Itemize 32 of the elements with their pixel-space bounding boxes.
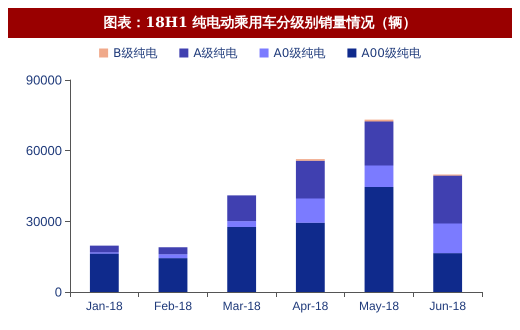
x-tick-label: Mar-18 bbox=[222, 299, 261, 313]
bar bbox=[90, 246, 119, 252]
bar bbox=[296, 160, 325, 198]
legend-label: A00级纯电 bbox=[361, 46, 421, 60]
bar bbox=[158, 258, 188, 292]
legend-label: A级纯电 bbox=[193, 46, 238, 60]
y-tick-label: 0 bbox=[54, 284, 62, 300]
bar bbox=[158, 254, 188, 258]
x-tick-label: Apr-18 bbox=[292, 299, 329, 313]
bar bbox=[433, 253, 462, 292]
bar bbox=[158, 247, 188, 254]
bar bbox=[227, 195, 256, 222]
bar bbox=[364, 166, 394, 187]
legend-label: A0级纯电 bbox=[274, 46, 326, 60]
bar bbox=[227, 226, 256, 292]
bar bbox=[90, 254, 119, 292]
x-tick-label: Feb-18 bbox=[154, 299, 192, 313]
y-tick-label: 60000 bbox=[26, 143, 62, 158]
bar bbox=[364, 121, 394, 166]
legend-label: B级纯电 bbox=[113, 46, 158, 60]
bar bbox=[296, 222, 325, 292]
bar bbox=[227, 221, 256, 227]
x-tick-label: Jan-18 bbox=[86, 299, 123, 313]
bar bbox=[433, 223, 462, 254]
y-tick-label: 30000 bbox=[26, 214, 62, 229]
bar bbox=[364, 186, 394, 292]
bar bbox=[296, 198, 325, 223]
x-tick-label: Jun-18 bbox=[429, 299, 466, 313]
chart-title: 图表：18H1 纯电动乘用车分级别销量情况（辆） bbox=[8, 8, 512, 38]
x-tick-label: May-18 bbox=[358, 299, 400, 313]
bar bbox=[433, 176, 462, 224]
y-tick-label: 90000 bbox=[26, 72, 62, 88]
